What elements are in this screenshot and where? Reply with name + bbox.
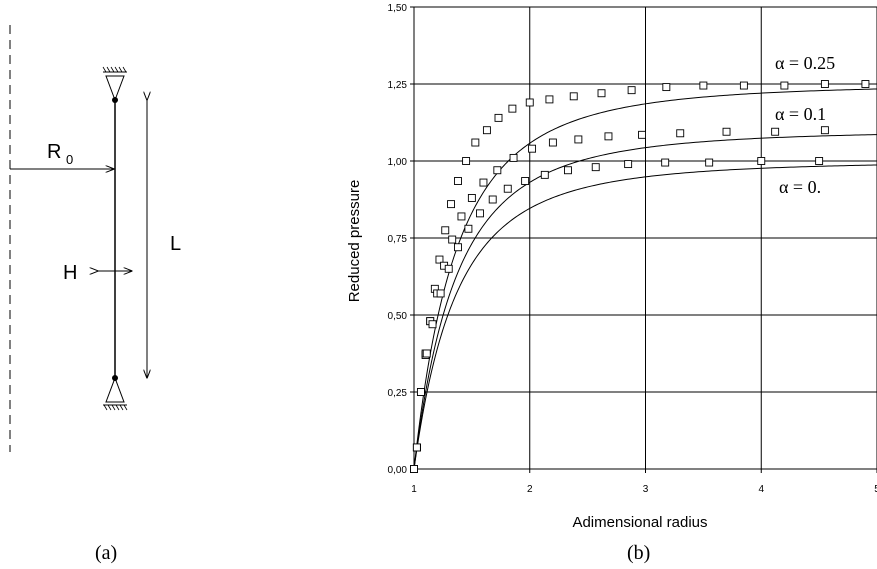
data-point: [591, 163, 600, 172]
grid-lines: [410, 6, 877, 473]
data-point: [479, 178, 488, 187]
bottom-pin-support: [103, 375, 128, 411]
series-2: [410, 157, 877, 473]
series-labels: α = 0.25 α = 0.1 α = 0.: [775, 53, 835, 197]
data-point: [467, 194, 476, 202]
data-point: [521, 177, 530, 185]
data-point: [699, 81, 708, 90]
series-label: α = 0.1: [775, 104, 826, 124]
chart-caption: (b): [627, 542, 650, 564]
data-point: [661, 158, 670, 167]
top-pin-support: [102, 66, 127, 103]
data-point: [757, 157, 766, 165]
series-0: [410, 80, 877, 473]
series-line: [413, 88, 877, 470]
data-point: [820, 80, 829, 88]
diagram-caption: (a): [95, 542, 117, 564]
data-point: [412, 443, 421, 452]
data-point: [488, 195, 497, 204]
data-point: [494, 113, 503, 122]
radius-label-subscript: 0: [66, 152, 73, 167]
data-point: [563, 166, 572, 175]
data-point: [454, 243, 462, 252]
y-tick-label: 0,75: [388, 234, 408, 245]
data-point: [627, 86, 636, 95]
data-point: [545, 95, 554, 104]
data-point: [476, 209, 484, 218]
series-group: [410, 80, 877, 473]
x-tick-label: 5: [874, 484, 877, 495]
x-tick-label: 4: [758, 484, 764, 495]
pressure-chart: 0,00 0,25 0,50 0,75 1,00 1,25 1,50 1 2 3 4 5 α = 0…: [346, 3, 877, 564]
y-axis-label: Reduced pressure: [346, 180, 363, 303]
data-point: [482, 126, 491, 135]
data-point: [705, 158, 714, 167]
data-point: [436, 289, 445, 298]
data-point: [780, 81, 789, 90]
series-line: [413, 134, 877, 470]
data-point: [771, 127, 780, 136]
radius-label: R: [47, 141, 61, 163]
data-point: [815, 157, 824, 165]
data-point: [540, 170, 549, 179]
y-tick-label: 1,25: [388, 80, 408, 91]
x-tick-label: 2: [527, 484, 533, 495]
data-point: [574, 135, 583, 144]
data-point: [569, 92, 578, 101]
data-point: [410, 465, 418, 473]
data-point: [457, 212, 466, 221]
series-label: α = 0.: [779, 177, 821, 197]
data-point: [471, 138, 480, 147]
data-point: [444, 264, 453, 273]
data-point: [503, 184, 512, 193]
data-point: [820, 126, 829, 135]
y-tick-label: 0,25: [388, 388, 408, 399]
x-tick-label: 1: [411, 484, 417, 495]
data-point: [447, 200, 455, 209]
data-point: [624, 160, 633, 169]
data-point: [597, 89, 606, 98]
data-point: [662, 83, 671, 92]
y-tick-label: 0,50: [388, 311, 408, 322]
data-point: [676, 129, 685, 138]
data-point: [416, 388, 425, 396]
data-point: [435, 255, 444, 264]
data-point: [604, 132, 613, 141]
beam-diagram: R 0 H L (a): [9, 25, 181, 564]
y-tick-label: 0,00: [388, 465, 408, 476]
y-tick-labels: 0,00 0,25 0,50 0,75 1,00 1,25 1,50: [388, 3, 408, 476]
data-point: [525, 98, 534, 107]
x-axis-label: Adimensional radius: [572, 514, 707, 531]
data-point: [462, 157, 471, 165]
data-point: [861, 80, 870, 88]
data-point: [548, 138, 557, 147]
length-label: L: [170, 233, 181, 255]
data-point: [428, 320, 437, 329]
y-tick-label: 1,00: [388, 157, 408, 168]
data-point: [441, 226, 450, 235]
thickness-label: H: [63, 262, 77, 284]
plot-area-frame: [413, 6, 877, 470]
data-point: [422, 349, 431, 358]
x-tick-label: 3: [643, 484, 649, 495]
data-point: [638, 130, 646, 139]
data-point: [739, 81, 748, 90]
data-point: [509, 153, 518, 162]
series-label: α = 0.25: [775, 53, 835, 73]
data-point: [448, 235, 457, 244]
data-point: [528, 144, 537, 153]
x-tick-labels: 1 2 3 4 5: [411, 484, 877, 495]
data-point: [464, 224, 473, 233]
data-point: [508, 104, 517, 113]
series-line: [413, 164, 877, 470]
data-point: [493, 166, 502, 175]
data-point: [454, 177, 462, 185]
y-tick-label: 1,50: [388, 3, 408, 14]
data-point: [722, 127, 731, 136]
